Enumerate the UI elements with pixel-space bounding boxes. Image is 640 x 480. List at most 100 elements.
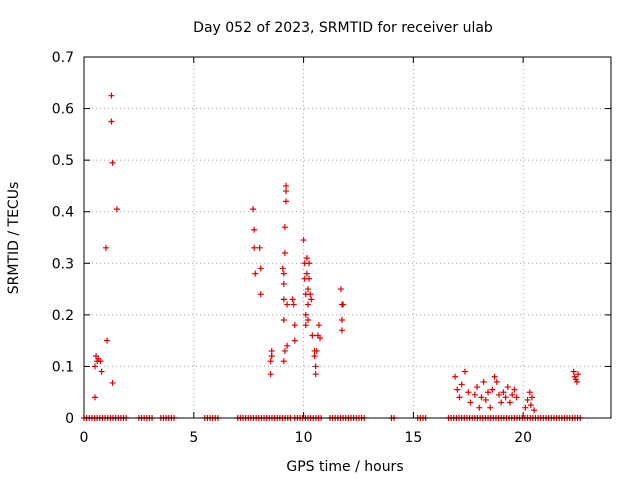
data-point — [280, 280, 287, 287]
data-point — [522, 404, 529, 411]
y-tick-label: 0 — [65, 411, 74, 427]
data-point — [506, 399, 513, 406]
data-point — [496, 391, 503, 398]
data-point — [281, 249, 288, 256]
x-tick-label: 5 — [189, 430, 198, 446]
data-point — [312, 371, 319, 378]
data-point — [281, 347, 288, 354]
data-point — [291, 337, 298, 344]
data-point — [268, 353, 275, 360]
data-point — [280, 296, 287, 303]
x-tick-label: 10 — [295, 430, 313, 446]
data-point — [511, 386, 518, 393]
plot-frame — [83, 56, 612, 419]
data-point — [283, 198, 290, 205]
x-tick-label: 15 — [404, 430, 422, 446]
data-point — [109, 159, 116, 166]
data-point — [337, 286, 344, 293]
data-point — [291, 322, 298, 329]
data-point — [478, 394, 485, 401]
data-point — [480, 378, 487, 385]
data-point — [303, 270, 310, 277]
data-point — [306, 275, 313, 282]
data-point — [267, 358, 274, 365]
data-point — [113, 206, 120, 213]
data-point — [284, 342, 291, 349]
y-axis-title: SRMTID / TECUs — [6, 182, 22, 295]
data-point — [302, 322, 309, 329]
data-point — [339, 327, 346, 334]
data-point — [476, 404, 483, 411]
data-point — [502, 394, 509, 401]
data-point — [309, 332, 316, 339]
x-axis-title: GPS time / hours — [286, 459, 403, 475]
x-axis: 0 5 10 15 20 — [80, 57, 532, 446]
data-point — [250, 206, 257, 213]
data-point — [485, 389, 492, 396]
data-point — [267, 371, 274, 378]
data-point — [570, 368, 577, 375]
data-point — [526, 389, 533, 396]
data-point — [493, 378, 500, 385]
data-point — [268, 347, 275, 354]
data-point — [303, 255, 310, 262]
data-point — [452, 373, 459, 380]
data-point — [465, 389, 472, 396]
data-point — [104, 337, 111, 344]
data-point — [504, 384, 511, 391]
data-point — [340, 301, 347, 308]
data-point — [280, 317, 287, 324]
data-point — [312, 363, 319, 370]
y-tick-label: 0.7 — [52, 50, 74, 66]
data-point — [575, 371, 582, 378]
data-point — [300, 237, 307, 244]
data-point — [302, 311, 309, 318]
data-point — [290, 301, 297, 308]
y-tick-label: 0.6 — [52, 102, 74, 118]
data-point — [257, 265, 264, 272]
data-point — [513, 394, 520, 401]
data-point — [251, 226, 258, 233]
data-point — [308, 296, 315, 303]
data-point — [283, 182, 290, 189]
chart-title: Day 052 of 2023, SRMTID for receiver ula… — [193, 20, 493, 36]
data-point — [313, 347, 320, 354]
data-point — [102, 244, 109, 251]
data-point — [454, 386, 461, 393]
data-point — [304, 301, 311, 308]
data-point — [474, 384, 481, 391]
data-point — [98, 368, 105, 375]
data-point — [315, 322, 322, 329]
x-tick-label: 0 — [80, 430, 89, 446]
data-point — [573, 378, 580, 385]
data-point — [527, 402, 534, 409]
data-point — [108, 118, 115, 125]
data-point — [491, 373, 498, 380]
data-point — [284, 301, 291, 308]
y-tick-label: 0.3 — [52, 256, 74, 272]
data-point — [304, 286, 311, 293]
data-point — [280, 270, 287, 277]
data-point — [458, 381, 465, 388]
data-point — [500, 389, 507, 396]
y-tick-label: 0.2 — [52, 308, 74, 324]
data-point — [97, 358, 104, 365]
data-point — [498, 399, 505, 406]
data-point — [281, 224, 288, 231]
data-point — [528, 394, 535, 401]
data-point — [252, 270, 259, 277]
data-point — [306, 260, 313, 267]
data-point — [91, 363, 98, 370]
grid — [84, 57, 611, 418]
data-point — [280, 358, 287, 365]
y-tick-label: 0.4 — [52, 205, 74, 221]
data-point — [108, 92, 115, 99]
data-point — [339, 317, 346, 324]
data-point — [317, 335, 324, 342]
data-point — [256, 244, 263, 251]
data-point — [482, 396, 489, 403]
data-point — [531, 407, 538, 414]
data-point — [307, 291, 314, 298]
